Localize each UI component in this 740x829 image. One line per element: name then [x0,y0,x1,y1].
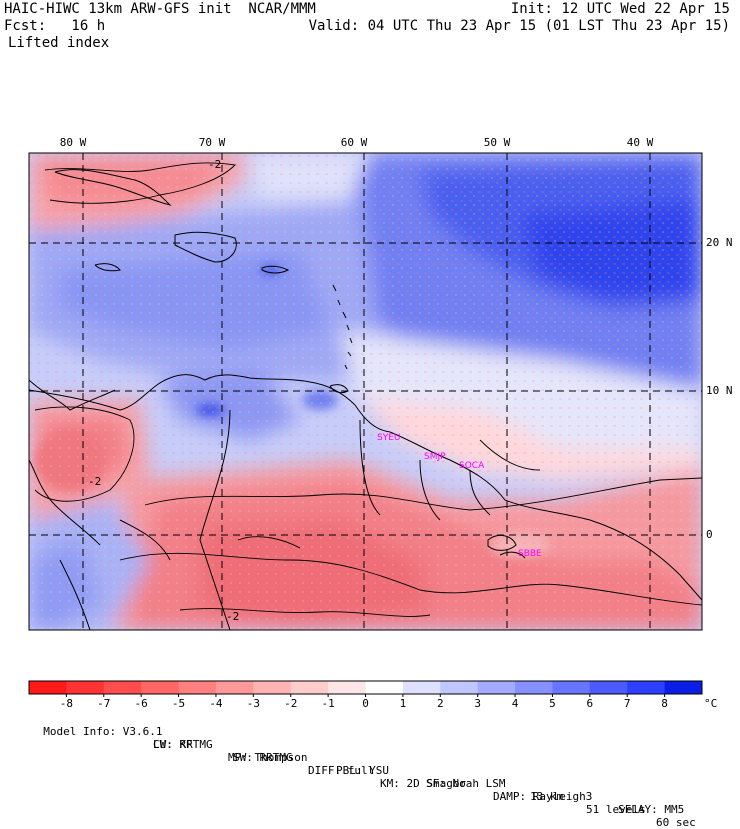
contour-label: -2 [226,610,239,623]
lat-lon-grid [29,153,702,630]
lon-label: 50 W [483,136,511,149]
colorbar-label: 6 [587,697,594,710]
colorbar-swatch [290,681,329,694]
colorbar-swatch [589,681,628,694]
colorbar-swatch [515,681,553,694]
colorbar-swatch [402,681,441,694]
lon-label: 80 W [59,136,87,149]
colorbar-swatch [664,681,703,694]
colorbar-label: 3 [474,697,481,710]
lon-label: 70 W [198,136,226,149]
field-name: Lifted index [8,35,110,51]
colorbar-swatch [477,681,516,694]
colorbar-swatch [440,681,479,694]
station-label: SMJP [424,452,446,462]
station-label: SOCA [459,461,485,471]
colorbar: -8 -7 -6 -5 -4 -3 -2 -1 0 1 2 3 4 5 6 7 8 °C [28,680,717,710]
colorbar-swatch [103,681,142,694]
colorbar-label: -1 [321,697,334,710]
colorbar-label: 5 [549,697,556,710]
colorbar-label: -5 [172,697,185,710]
lat-label: 10 N [706,384,733,397]
colorbar-swatch [141,681,180,694]
colorbar-label: 8 [661,697,668,710]
station-label: SBBE [518,549,542,559]
footer-item: KM: 2D Smagor [380,777,467,790]
colorbar-swatch [178,681,217,694]
contour-label: -2 [208,158,221,171]
forecast-hour: Fcst: 16 h [4,18,106,34]
map-field: -2 -2 -2 [29,153,702,630]
lon-label: 60 W [340,136,368,149]
colorbar-label: 4 [512,697,519,710]
colorbar-swatch [29,681,67,694]
footer-item: SFLAY: MM5 [618,803,685,816]
colorbar-label: 2 [437,697,444,710]
colorbar-swatch [552,681,591,694]
coastlines [29,169,702,630]
footer-item: DIFF: full [308,764,375,777]
model-info-line2: LW: RRTMG SW: RRTMG DIFF: full KM: 2D Sm… [30,725,730,816]
colorbar-swatch [253,681,292,694]
lifted-index-map: -2 -2 -2 [28,152,717,710]
lat-label: 0 [706,528,713,541]
station-label: SYEU [377,433,400,443]
footer-item: Model Info: V3.6.1 [43,725,163,738]
footer-item: DAMP: Rayleigh3 [493,790,593,803]
lon-label: 40 W [626,136,654,149]
footer-item: 60 sec [656,816,696,829]
valid-time: Valid: 04 UTC Thu 23 Apr 15 (01 LST Thu … [308,18,730,34]
colorbar-label: -2 [284,697,297,710]
model-title: HAIC-HIWC 13km ARW-GFS init NCAR/MMM [4,1,316,17]
colorbar-label: 7 [624,697,631,710]
footer-item: SW: RRTMG [233,751,293,764]
init-time: Init: 12 UTC Wed 22 Apr 15 [510,1,730,17]
colorbar-swatch [215,681,254,694]
map-frame [28,152,703,631]
contour-label: -2 [88,475,101,488]
colorbar-label: -6 [135,697,148,710]
colorbar-label: 0 [362,697,369,710]
colorbar-label: -7 [97,697,110,710]
colorbar-swatch [328,681,366,694]
colorbar-swatch [627,681,666,694]
colorbar-unit: °C [704,697,717,710]
colorbar-swatch [365,681,404,694]
colorbar-swatch [66,681,105,694]
colorbar-label: 1 [400,697,407,710]
colorbar-label: -3 [247,697,260,710]
colorbar-label: -4 [209,697,223,710]
colorbar-label: -8 [60,697,73,710]
station-labels: SYEU SMJP SOCA SBBE [377,433,542,559]
lat-label: 20 N [706,236,733,249]
